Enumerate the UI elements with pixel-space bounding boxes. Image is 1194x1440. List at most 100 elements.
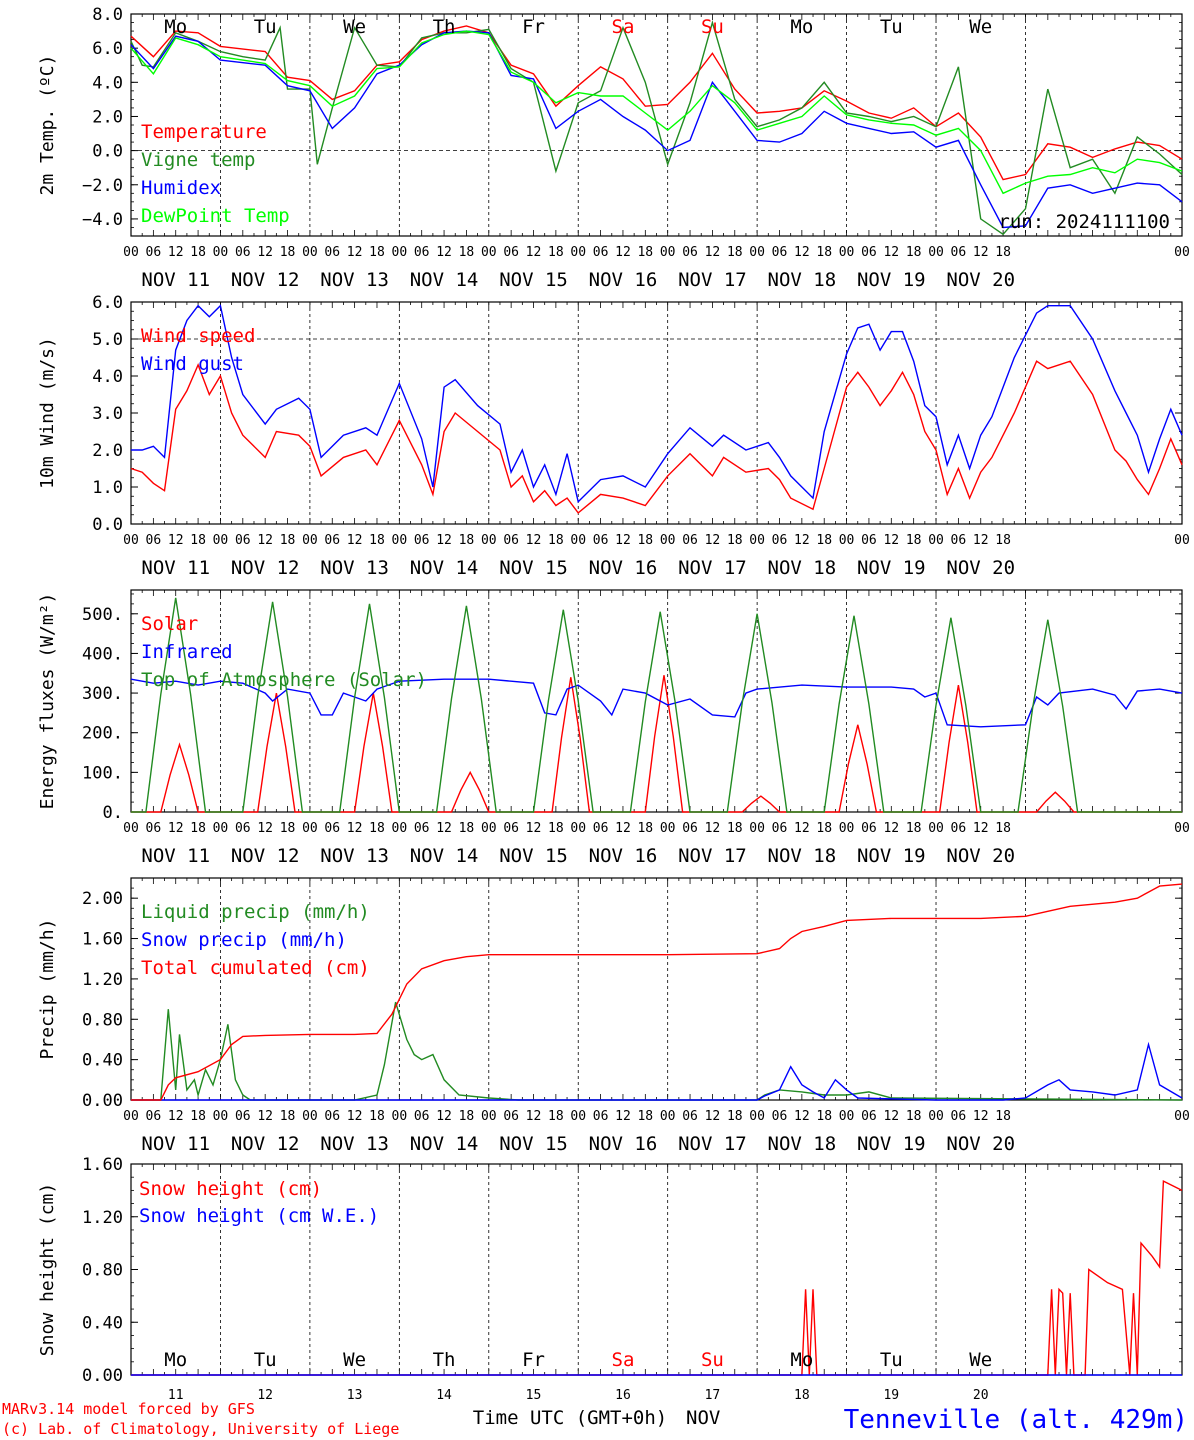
weekday-label: Tu: [254, 16, 277, 38]
series-line: [131, 304, 1183, 504]
date-label: NOV 18: [768, 845, 837, 867]
y-axis-label: 2m Temp. (ºC): [37, 55, 58, 196]
hour-label: 06: [503, 533, 519, 548]
hour-label: 18: [727, 245, 743, 260]
run-label: run: 2024111100: [998, 211, 1170, 233]
hour-label: 06: [235, 821, 251, 836]
hour-label: 06: [861, 245, 877, 260]
y-tick-label: 500.: [82, 605, 123, 625]
y-tick-label: 8.0: [92, 5, 123, 25]
y-tick-label: 1.60: [82, 1155, 123, 1175]
hour-label: 18: [280, 533, 296, 548]
day-number-label: 13: [347, 1388, 363, 1403]
hour-label: 18: [369, 821, 385, 836]
date-label: NOV 20: [946, 845, 1015, 867]
hour-label: 00: [1174, 245, 1190, 260]
date-label: NOV 13: [320, 269, 389, 291]
date-label: NOV 12: [231, 1133, 300, 1155]
weekday-label: Su: [701, 1349, 724, 1371]
series-line: [130, 678, 1183, 728]
hour-label: 18: [727, 533, 743, 548]
hour-label: 06: [235, 1109, 251, 1124]
hour-label: 18: [816, 533, 832, 548]
hour-label: 00: [839, 821, 855, 836]
y-axis-label: Snow height (cm): [37, 1183, 58, 1356]
series-line: [130, 30, 1183, 229]
date-label: NOV 20: [946, 557, 1015, 579]
hour-label: 18: [459, 245, 475, 260]
hour-label: 12: [973, 245, 989, 260]
hour-label: 18: [727, 821, 743, 836]
date-label: NOV 12: [231, 269, 300, 291]
hour-label: 00: [213, 821, 229, 836]
hour-label: 12: [973, 1109, 989, 1124]
weekday-label: We: [969, 16, 992, 38]
date-label: NOV 19: [857, 269, 926, 291]
weekday-label: We: [969, 1349, 992, 1371]
day-number-label: 16: [615, 1388, 631, 1403]
hour-label: 06: [503, 1109, 519, 1124]
hour-label: 12: [615, 821, 631, 836]
hour-label: 18: [637, 1109, 653, 1124]
legend-entry: Wind speed: [141, 325, 255, 347]
hour-label: 00: [660, 1109, 676, 1124]
hour-label: 18: [637, 245, 653, 260]
hour-label: 12: [257, 1109, 273, 1124]
hour-label: 00: [213, 533, 229, 548]
hour-label: 00: [302, 1109, 318, 1124]
series-line: [130, 25, 1183, 181]
hour-label: 00: [1174, 533, 1190, 548]
hour-label: 06: [503, 245, 519, 260]
y-axis-label: Precip (mm/h): [37, 919, 58, 1060]
hour-label: 06: [682, 533, 698, 548]
series-line: [131, 1179, 1183, 1376]
hour-label: 00: [392, 1109, 408, 1124]
hour-label: 18: [459, 1109, 475, 1124]
legend-entry: Snow height (cm W.E.): [139, 1205, 379, 1227]
hour-label: 06: [772, 821, 788, 836]
weekday-label: Tu: [254, 1349, 277, 1371]
hour-label: 12: [973, 533, 989, 548]
series-line: [131, 675, 1182, 813]
hour-label: 00: [123, 533, 139, 548]
hour-label: 12: [526, 1109, 542, 1124]
hour-label: 18: [906, 1109, 922, 1124]
hour-label: 06: [324, 533, 340, 548]
day-number-label: 14: [436, 1388, 452, 1403]
legend-entry: Snow height (cm): [139, 1178, 322, 1200]
hour-label: 06: [861, 533, 877, 548]
date-label: NOV 15: [499, 269, 568, 291]
x-axis-title: Time UTC (GMT+0h): [473, 1407, 667, 1429]
hour-label: 18: [548, 245, 564, 260]
hour-label: 18: [637, 821, 653, 836]
date-label: NOV 20: [946, 269, 1015, 291]
hour-label: 18: [459, 533, 475, 548]
weekday-label: Mo: [164, 1349, 187, 1371]
legend-entry: Infrared: [141, 641, 233, 663]
hour-label: 12: [436, 1109, 452, 1124]
date-label: NOV 14: [410, 845, 479, 867]
hour-label: 00: [213, 245, 229, 260]
series-line: [131, 597, 1182, 813]
date-label: NOV 18: [768, 1133, 837, 1155]
series-line: [130, 30, 1183, 195]
hour-label: 06: [593, 245, 609, 260]
date-label: NOV 20: [946, 1133, 1015, 1155]
y-tick-label: 0.: [103, 803, 123, 823]
date-label: NOV 13: [320, 845, 389, 867]
hour-label: 12: [615, 533, 631, 548]
weekday-label: Mo: [164, 16, 187, 38]
date-label: NOV 14: [410, 1133, 479, 1155]
y-tick-label: 6.0: [92, 39, 123, 59]
hour-label: 06: [414, 245, 430, 260]
hour-label: 00: [392, 821, 408, 836]
y-tick-label: 0.00: [82, 1366, 123, 1386]
hour-label: 12: [705, 1109, 721, 1124]
weekday-label: We: [343, 16, 366, 38]
hour-label: 06: [772, 1109, 788, 1124]
hour-label: 12: [883, 533, 899, 548]
hour-label: 06: [324, 1109, 340, 1124]
station-name: Tenneville (alt. 429m): [844, 1405, 1188, 1435]
date-label: NOV 11: [141, 557, 210, 579]
hour-label: 12: [705, 245, 721, 260]
